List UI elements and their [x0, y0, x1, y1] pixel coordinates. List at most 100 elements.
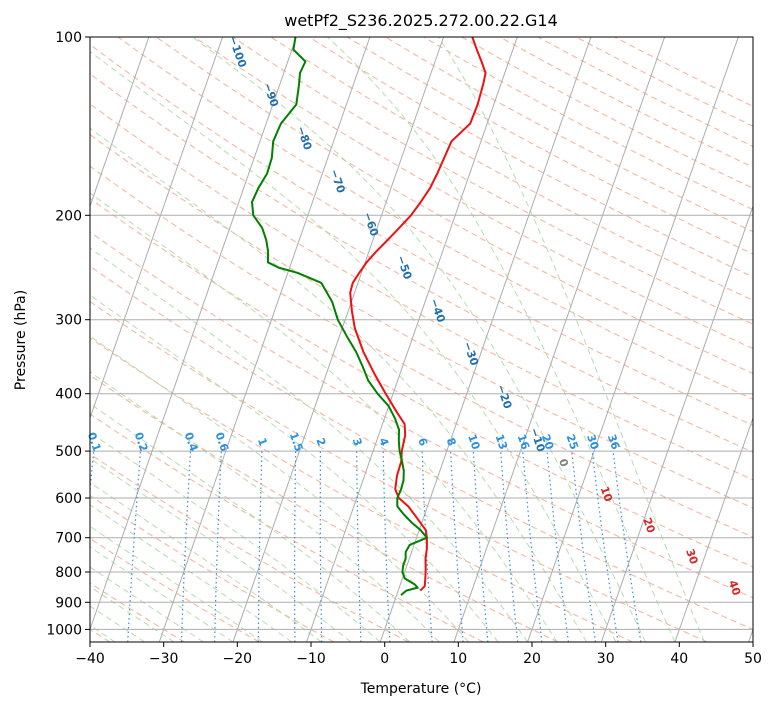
isotherm: [379, 37, 592, 642]
isotherm: [453, 37, 666, 642]
dry-adiabat-label: −80: [294, 124, 314, 152]
isotherm: [158, 37, 371, 642]
mixing-ratio-label: 20: [539, 433, 556, 452]
mixing-ratio-line: [450, 451, 464, 642]
mixing-ratio-label: 4: [376, 436, 391, 448]
dry-adiabat: [117, 37, 753, 400]
moist-adiabat: [90, 371, 440, 642]
moist-adiabat-label: 30: [683, 547, 700, 566]
mixing-ratio-line: [571, 451, 597, 642]
moist-adiabat: [90, 294, 499, 642]
dry-adiabat-label: −70: [327, 167, 347, 195]
mixing-ratio-label: 13: [493, 433, 510, 452]
mixing-ratio-label: 0.1: [85, 431, 104, 454]
moist-adiabat: [90, 127, 588, 642]
mixing-ratio-label: 0.6: [212, 431, 231, 454]
mixing-ratio-line: [472, 451, 489, 642]
mixing-ratio-label: 36: [605, 433, 622, 452]
y-tick-label: 200: [55, 208, 82, 224]
dewpoint-line: [251, 37, 428, 596]
dry-adiabat: [423, 37, 753, 211]
mixing-ratio-label: 10: [465, 433, 482, 452]
y-tick-label: 400: [55, 387, 82, 403]
x-tick-label: 10: [449, 651, 467, 667]
dry-adiabat: [90, 582, 185, 642]
mixing-ratio-label: 1: [255, 436, 270, 448]
temperature-line: [349, 37, 487, 592]
isotherm: [90, 37, 297, 631]
isotherm: [306, 37, 518, 642]
sounding-profiles: [251, 37, 487, 596]
dry-adiabat: [90, 133, 753, 509]
x-tick-label: 20: [523, 651, 541, 667]
moist-adiabat: [90, 192, 558, 642]
dry-adiabat-label: −30: [461, 340, 481, 368]
mixing-ratio-line: [612, 451, 642, 642]
moist-adiabat-label: 40: [726, 578, 743, 597]
y-tick-label: 100: [55, 30, 82, 46]
mixing-ratio-label: 3: [350, 436, 365, 448]
dry-adiabat: [90, 73, 753, 453]
moist-adiabat: [90, 335, 470, 642]
x-tick-label: −20: [223, 651, 253, 667]
mixing-ratio-label: 25: [564, 433, 581, 452]
dry-adiabat-label: −20: [494, 383, 514, 411]
mixing-ratio-label: 8: [444, 436, 459, 448]
background-lines: [0, 37, 753, 642]
moist-adiabat: [192, 37, 646, 642]
dry-adiabat: [90, 231, 753, 599]
moist-adiabat: [90, 481, 322, 642]
moist-adiabat: [327, 37, 676, 642]
dry-adiabat: [90, 453, 409, 642]
mixing-ratio-line: [591, 451, 619, 642]
dry-adiabat: [90, 197, 753, 568]
dry-adiabat: [90, 374, 559, 642]
y-tick-label: 900: [55, 595, 82, 611]
mixing-ratio-label: 1.5: [287, 431, 306, 454]
y-tick-label: 1000: [46, 622, 82, 638]
isotherm: [232, 37, 445, 642]
moist-adiabat-label: 20: [640, 516, 657, 535]
x-axis: −40 −30 −20 −10 0 10 20 30 40 50: [75, 642, 762, 667]
moist-adiabat: [90, 525, 263, 642]
mixing-ratio-line: [356, 451, 362, 642]
x-tick-label: 40: [670, 651, 688, 667]
moist-adiabat: [90, 566, 204, 642]
dry-adiabat: [90, 103, 753, 481]
mixing-ratio-label: 16: [515, 433, 532, 452]
dry-adiabat: [90, 265, 753, 631]
moist-adiabat: [90, 247, 529, 642]
dry-adiabat-label: −90: [261, 81, 281, 109]
plot-frame: [89, 36, 754, 643]
moist-adiabat: [90, 546, 234, 642]
dry-adiabat: [90, 165, 753, 538]
dry-adiabat: [90, 337, 633, 642]
y-axis-title: Pressure (hPa): [13, 290, 29, 390]
y-tick-label: 700: [55, 531, 82, 547]
y-axis: 100 200 300 400 500 600 700 800 900 1000: [46, 30, 90, 638]
mixing-ratio-label: 30: [584, 433, 601, 452]
dry-adiabat-label: −60: [361, 211, 381, 239]
mixing-ratio-line: [294, 451, 297, 642]
chart-title: wetPf2_S236.2025.272.00.22.G14: [284, 11, 558, 31]
dry-adiabat: [90, 413, 484, 642]
isotherm: [90, 37, 224, 420]
x-tick-label: 0: [380, 651, 389, 667]
mixing-ratio-label: 6: [415, 436, 430, 448]
y-tick-label: 600: [55, 491, 82, 507]
moist-adiabat: [90, 504, 293, 642]
mixing-ratio-line: [257, 451, 263, 642]
dry-adiabat: [90, 494, 335, 642]
isotherm: [0, 37, 75, 642]
isotherm: [674, 416, 753, 642]
dry-adiabat: [155, 37, 753, 375]
dry-adiabat: [270, 37, 753, 301]
dry-adiabat: [346, 37, 753, 255]
x-axis-title: Temperature (°C): [360, 681, 482, 697]
moist-adiabat: [90, 431, 381, 642]
x-tick-label: −30: [149, 651, 179, 667]
isotherm: [527, 37, 739, 642]
moist-adiabat: [438, 37, 705, 642]
mixing-ratio-label: 0.2: [132, 431, 151, 454]
x-tick-label: −40: [75, 651, 105, 667]
